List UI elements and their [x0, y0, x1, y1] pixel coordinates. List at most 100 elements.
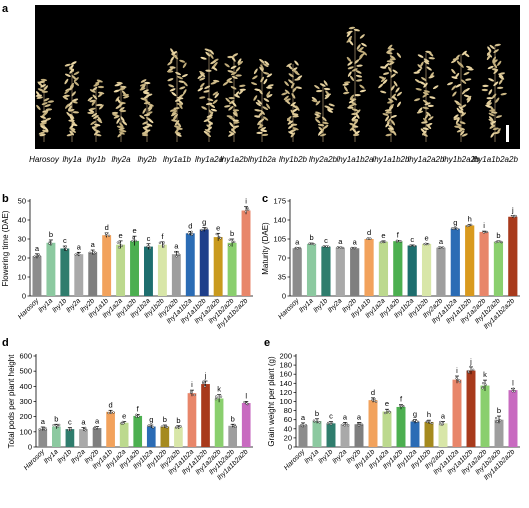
panel-b-letter: b: [2, 193, 9, 205]
significance-letter: c: [329, 412, 333, 421]
significance-letter: i: [483, 221, 485, 230]
data-point: [298, 246, 302, 250]
bar-lhy2b: [350, 248, 360, 296]
plant-lhy1a1b: [166, 48, 188, 142]
plant-label: lhy1a1b2a: [337, 155, 374, 164]
significance-letter: a: [353, 238, 358, 247]
significance-letter: c: [410, 235, 414, 244]
significance-letter: a: [441, 412, 446, 421]
data-point: [329, 423, 333, 426]
data-point: [179, 425, 182, 428]
significance-letter: l: [245, 392, 247, 401]
data-point: [308, 242, 311, 245]
plant-lhy1a1b2b: [378, 44, 402, 142]
bar-lhy1b2a: [146, 426, 156, 447]
panel-d-letter: d: [2, 337, 9, 349]
data-point: [135, 413, 138, 416]
data-point: [429, 421, 432, 424]
x-tick-label: lhy2a: [70, 448, 87, 465]
significance-letter: b: [49, 230, 53, 239]
data-point: [439, 423, 442, 426]
y-tick-label: 500: [19, 367, 32, 376]
plant-harosoy: [35, 78, 54, 142]
data-point: [499, 419, 502, 422]
data-point: [384, 240, 387, 243]
significance-letter: b: [309, 233, 313, 242]
bar-lhy1a1b: [368, 400, 378, 447]
data-point: [345, 422, 348, 425]
y-tick-label: 0: [22, 292, 26, 301]
bar-lhy1a1b2b: [466, 370, 476, 447]
data-point: [373, 397, 376, 401]
y-tick-label: 20: [18, 254, 26, 263]
plant-lhy1a2b: [222, 53, 246, 142]
data-point: [105, 232, 108, 235]
data-point: [116, 241, 119, 244]
data-point: [56, 425, 60, 428]
plant-label: lhy1b2a: [248, 155, 277, 164]
plant-label: lhy1a2b: [220, 155, 249, 164]
y-tick-label: 30: [18, 235, 26, 244]
y-tick-label: 80: [284, 406, 292, 415]
data-point: [193, 393, 196, 397]
bar-lhy1a1b: [102, 235, 112, 296]
significance-letter: j: [469, 357, 472, 366]
plant-label: Harosoy: [29, 155, 60, 164]
bar-lhy2b: [88, 252, 98, 296]
bar-lhy1a1b2a: [450, 228, 460, 296]
data-point: [441, 422, 445, 425]
data-point: [326, 422, 330, 425]
plant-lhy1a1b2a: [342, 26, 368, 142]
data-point: [219, 237, 222, 240]
bar-lhy1a1b2a2b: [508, 216, 518, 296]
data-point: [203, 385, 207, 388]
data-point: [467, 369, 470, 373]
data-point: [219, 395, 223, 398]
significance-letter: b: [230, 229, 234, 238]
y-tick-label: 175: [273, 197, 286, 206]
bar-lhy1a2a: [378, 241, 389, 296]
data-point: [74, 253, 77, 256]
data-point: [44, 426, 47, 430]
data-point: [37, 253, 40, 256]
y-tick-label: 20: [284, 433, 292, 442]
bar-lhy1a1b2a2b: [241, 210, 251, 296]
plant-label: lhy1a2a2b: [408, 155, 445, 164]
data-point: [413, 244, 416, 247]
x-tick-label: lhy1a: [38, 297, 55, 314]
data-point: [366, 237, 369, 240]
y-tick-label: 300: [19, 397, 32, 406]
bar-lhy1a1b2b: [465, 225, 475, 296]
data-point: [456, 378, 460, 381]
data-point: [484, 383, 487, 386]
data-point: [228, 244, 231, 247]
bar-lhy2b: [92, 428, 102, 447]
y-tick-label: 140: [279, 379, 292, 388]
data-point: [371, 398, 374, 402]
y-tick-label: 35: [278, 273, 286, 282]
data-point: [388, 411, 391, 414]
significance-letter: b: [231, 414, 235, 423]
significance-letter: c: [324, 236, 328, 245]
bar-lhy2a2b: [438, 423, 448, 447]
bar-lhy1a2a2b: [213, 237, 223, 296]
data-point: [189, 391, 193, 394]
bar-lhy1a2b: [396, 406, 406, 447]
significance-letter: f: [161, 232, 164, 241]
significance-letter: a: [357, 412, 362, 421]
data-point: [175, 425, 178, 429]
y-tick-label: 180: [279, 361, 292, 370]
data-point: [52, 424, 55, 427]
data-point: [204, 227, 207, 231]
plant-lhy1a2a2b: [413, 50, 439, 142]
bar-harosoy: [292, 248, 302, 296]
data-point: [481, 382, 485, 385]
data-point: [187, 232, 190, 235]
x-tick-label: lhy1a: [304, 448, 321, 465]
data-point: [191, 233, 194, 236]
data-point: [426, 420, 429, 424]
data-point: [132, 236, 135, 239]
